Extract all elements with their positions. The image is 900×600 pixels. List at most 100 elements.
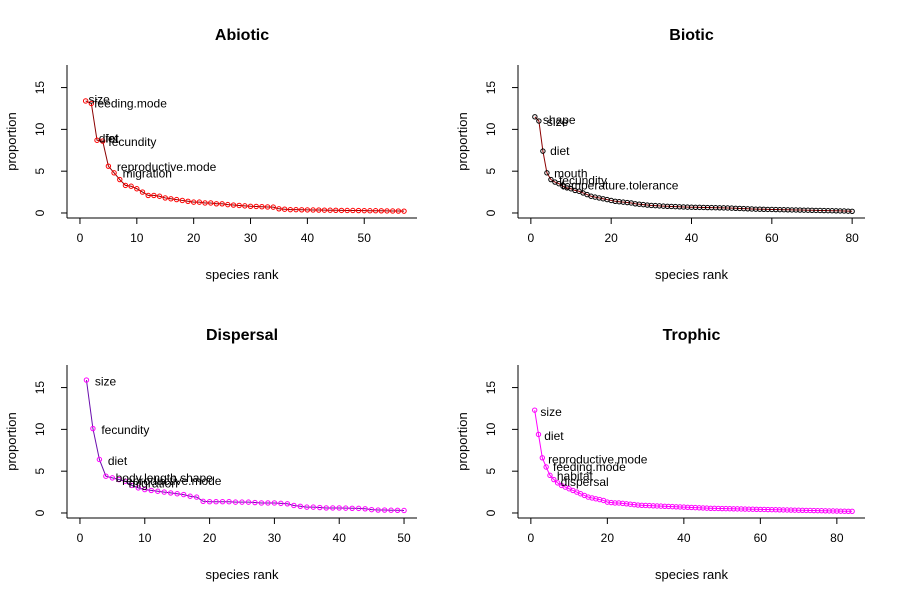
data-point [162, 195, 168, 201]
y-tick-label: 10 [33, 422, 47, 436]
x-tick-label: 40 [685, 231, 699, 245]
y-tick-label: 5 [33, 168, 47, 175]
data-point [746, 506, 752, 512]
data-point [389, 208, 396, 214]
data-point [174, 491, 180, 497]
data-point [117, 176, 123, 183]
point-annotation: habitat [557, 469, 594, 483]
data-point [161, 489, 167, 495]
x-tick-label: 60 [765, 231, 779, 245]
data-point [753, 506, 760, 513]
data-point [757, 506, 764, 513]
x-tick-label: 10 [130, 231, 144, 245]
data-point [677, 504, 683, 510]
data-point [381, 507, 388, 513]
data-point [362, 506, 368, 512]
point-annotation: migration [123, 167, 172, 181]
data-point [788, 507, 794, 513]
y-tick-label: 15 [33, 81, 47, 95]
point-annotation: feeding.mode [94, 96, 167, 110]
data-point [749, 506, 756, 512]
data-point [202, 200, 208, 206]
data-point [361, 207, 367, 214]
data-point [317, 504, 323, 511]
data-point [531, 407, 538, 413]
data-point [82, 98, 89, 104]
chart-title: Abiotic [215, 27, 269, 44]
data-point [849, 208, 855, 215]
point-annotation: diet [108, 454, 128, 468]
data-point [219, 201, 225, 207]
data-point [803, 507, 809, 514]
data-point [684, 504, 691, 510]
y-tick-label: 10 [484, 122, 498, 136]
x-tick-label: 50 [397, 531, 411, 545]
data-point [355, 207, 362, 214]
data-point [536, 118, 542, 124]
data-point [271, 500, 278, 506]
point-annotation: size [540, 405, 562, 419]
data-point [349, 505, 355, 512]
data-point [355, 505, 362, 512]
data-point [168, 490, 174, 496]
data-point [343, 505, 349, 511]
data-point [367, 208, 373, 214]
data-point [646, 502, 653, 509]
data-point [845, 508, 852, 515]
point-annotation: shape [543, 113, 576, 127]
data-point [532, 114, 538, 120]
data-point [168, 196, 174, 202]
point-annotation: dispersal [561, 475, 609, 489]
point-annotation: reproductive.mode [117, 160, 217, 174]
data-point [284, 501, 291, 507]
point-annotation: fecundity [108, 135, 156, 149]
point-annotation: migration [129, 477, 178, 491]
data-point [173, 196, 180, 203]
y-axis-label: proportion [4, 412, 19, 471]
x-tick-label: 20 [604, 231, 618, 245]
data-point [642, 502, 649, 509]
data-point [213, 498, 219, 505]
data-point [707, 505, 714, 512]
point-annotation: feeding.mode [553, 460, 626, 474]
data-point [105, 163, 112, 169]
data-point [554, 480, 561, 486]
data-point [156, 193, 163, 199]
data-point [187, 493, 193, 499]
x-tick-label: 20 [601, 531, 615, 545]
data-point [129, 482, 135, 489]
data-point [738, 506, 744, 512]
data-point [276, 206, 282, 212]
data-point [116, 476, 122, 483]
data-point [650, 503, 656, 509]
data-point [799, 507, 806, 514]
data-point [826, 508, 832, 514]
y-tick-label: 15 [33, 381, 47, 395]
y-axis-label: proportion [4, 112, 19, 171]
data-point [688, 504, 695, 511]
x-axis-label: species rank [206, 267, 279, 282]
point-annotation: body.length.shape [116, 471, 214, 485]
data-point [715, 505, 721, 512]
data-point [631, 501, 637, 508]
data-point [245, 499, 252, 505]
data-point [372, 208, 379, 214]
data-point [384, 208, 390, 214]
data-point [323, 505, 329, 511]
data-point [401, 208, 407, 214]
data-point [200, 498, 206, 504]
data-point [122, 478, 129, 484]
data-point [291, 502, 297, 509]
series-line [85, 379, 405, 511]
series-line [85, 100, 405, 212]
data-point [681, 504, 687, 510]
data-point [704, 505, 710, 511]
chart-panel-1: Biotic 0 20 40 60 80 0 5 10 15 species rank proport… [455, 27, 865, 282]
point-annotation: diet [544, 429, 564, 443]
data-point [665, 503, 672, 510]
data-point [551, 476, 557, 483]
y-tick-label: 5 [484, 168, 498, 175]
point-annotation: size [547, 115, 569, 129]
data-point [548, 176, 554, 183]
data-point [122, 182, 129, 189]
